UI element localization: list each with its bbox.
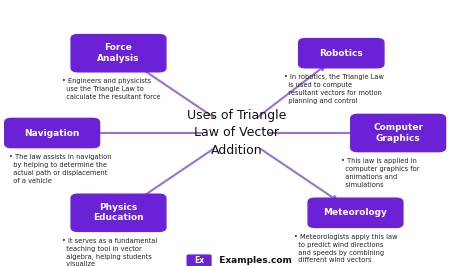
FancyBboxPatch shape bbox=[71, 194, 166, 231]
Text: Meteorology: Meteorology bbox=[324, 208, 387, 217]
Text: • It serves as a fundamental
  teaching tool in vector
  algebra, helping studen: • It serves as a fundamental teaching to… bbox=[62, 238, 157, 266]
FancyBboxPatch shape bbox=[351, 114, 446, 152]
FancyBboxPatch shape bbox=[299, 39, 384, 68]
FancyBboxPatch shape bbox=[187, 255, 211, 266]
Text: Examples.com: Examples.com bbox=[213, 256, 292, 265]
FancyBboxPatch shape bbox=[71, 35, 166, 72]
Text: Computer
Graphics: Computer Graphics bbox=[373, 123, 423, 143]
Text: • In robotics, the Triangle Law
  is used to compute
  resultant vectors for mot: • In robotics, the Triangle Law is used … bbox=[284, 74, 384, 104]
FancyBboxPatch shape bbox=[5, 118, 100, 148]
Text: • This law is applied in
  computer graphics for
  animations and
  simulations: • This law is applied in computer graphi… bbox=[341, 158, 420, 188]
Text: Physics
Education: Physics Education bbox=[93, 203, 144, 222]
Text: • Meteorologists apply this law
  to predict wind directions
  and speeds by com: • Meteorologists apply this law to predi… bbox=[294, 234, 397, 263]
Text: Ex: Ex bbox=[194, 256, 204, 265]
Text: Uses of Triangle
Law of Vector
Addition: Uses of Triangle Law of Vector Addition bbox=[187, 109, 287, 157]
Text: Force
Analysis: Force Analysis bbox=[97, 44, 140, 63]
Text: Robotics: Robotics bbox=[319, 49, 363, 58]
Text: • Engineers and physicists
  use the Triangle Law to
  calculate the resultant f: • Engineers and physicists use the Trian… bbox=[62, 78, 160, 100]
Text: • The law assists in navigation
  by helping to determine the
  actual path or d: • The law assists in navigation by helpi… bbox=[9, 154, 112, 184]
Text: Navigation: Navigation bbox=[25, 128, 80, 138]
FancyBboxPatch shape bbox=[308, 198, 403, 227]
